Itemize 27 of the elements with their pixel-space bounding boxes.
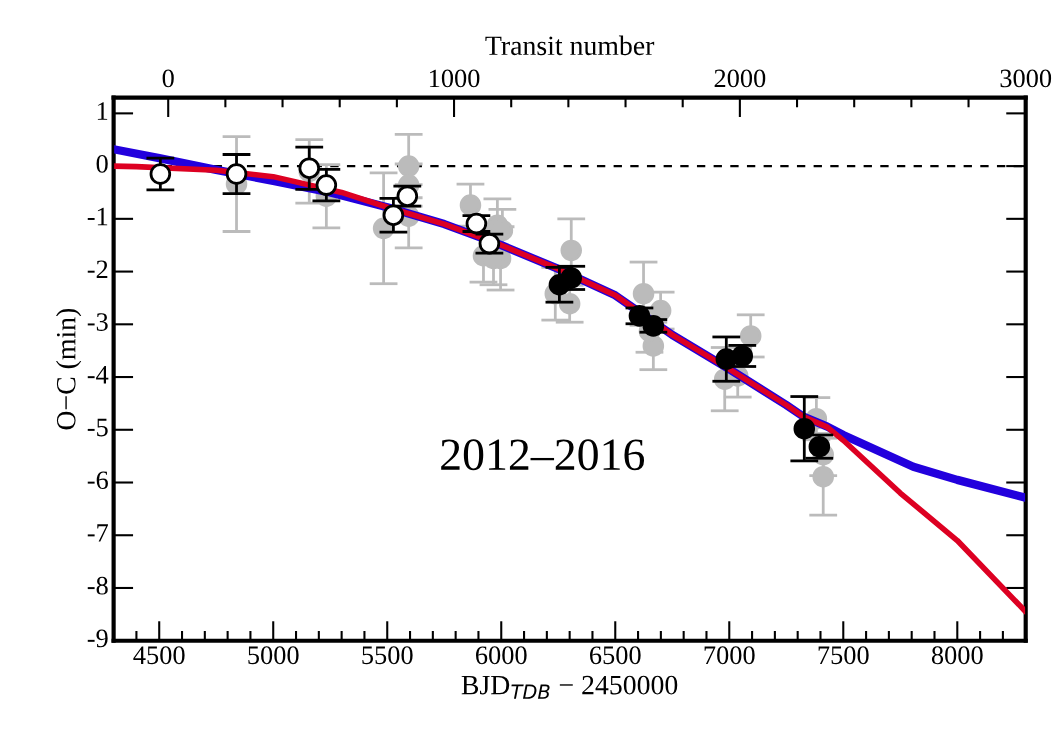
x-axis-title: BJD$_{TDB}$ − 2450000 (461, 675, 678, 699)
x-tick-label: 4500 (133, 646, 185, 665)
x-tick-label: 5500 (362, 646, 413, 665)
y-tick-label: -1 (87, 207, 108, 226)
y-tick-label: -2 (87, 260, 108, 278)
annotation: 2012–2016 (441, 439, 645, 471)
x2-tick-label: 0 (162, 69, 174, 88)
y-tick-label: -6 (87, 471, 108, 490)
x2-tick-label: 1000 (429, 69, 480, 88)
y-tick-label: -5 (87, 418, 108, 437)
x2-tick-label: 3000 (1000, 69, 1052, 88)
y-tick-label: -7 (87, 524, 108, 542)
x-tick-label: 6000 (476, 646, 527, 665)
y-tick-label: -3 (87, 313, 108, 331)
y-tick-label: -8 (87, 576, 108, 595)
y-tick-label: 1 (97, 102, 108, 120)
y-tick-label: 0 (96, 154, 108, 173)
x2-axis-title: Transit number (485, 35, 655, 56)
x-tick-label: 8000 (931, 646, 983, 665)
y-tick-label: -9 (87, 629, 108, 648)
x2-tick-label: 2000 (714, 69, 766, 88)
y-axis-title: O−C (min) (56, 308, 82, 430)
y-tick-label: -4 (87, 366, 109, 384)
x-tick-label: 7000 (704, 646, 755, 665)
x-tick-label: 7500 (818, 646, 869, 665)
x-tick-label: 6500 (590, 646, 641, 665)
x-tick-label: 5000 (248, 646, 299, 665)
